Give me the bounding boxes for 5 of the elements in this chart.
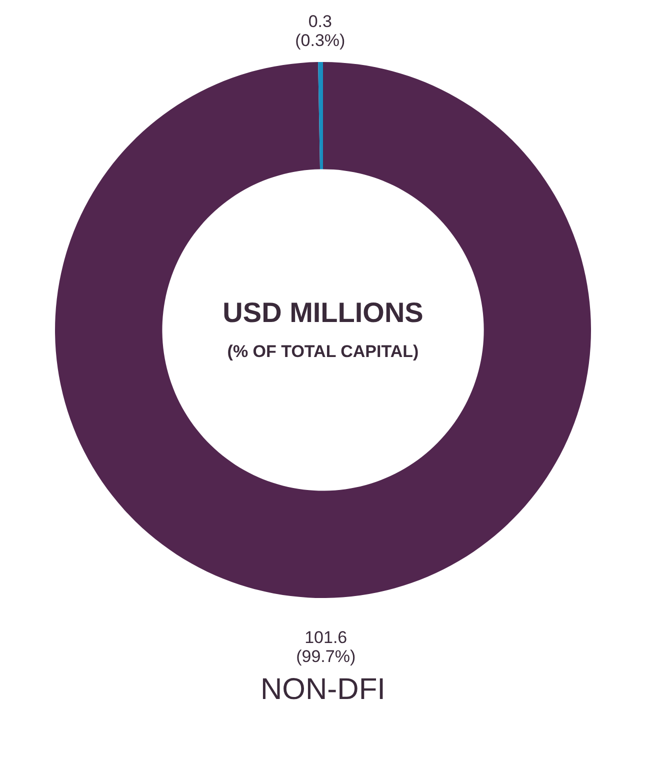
data-label: 0.3 (0.3%) [295,12,346,50]
text: USD MILLIONS [222,297,424,328]
data-label: 101.6 (99.7%) [296,628,356,666]
text: NON-DFI [260,672,386,706]
text: (% OF TOTAL CAPITAL) [227,342,419,361]
